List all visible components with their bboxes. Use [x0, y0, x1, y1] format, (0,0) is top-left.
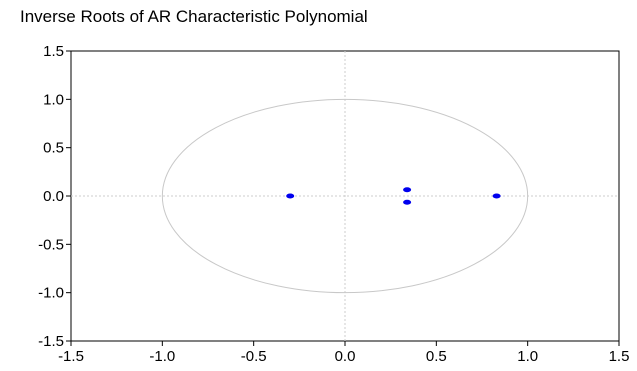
x-tick-label: 1.5	[609, 348, 630, 365]
root-point	[286, 193, 295, 199]
x-tick-label: -0.5	[241, 348, 267, 365]
x-tick-label: -1.5	[58, 348, 84, 365]
y-tick-label: -1.5	[38, 333, 64, 350]
y-tick-label: 0.5	[43, 140, 64, 157]
x-tick-label: -1.0	[149, 348, 175, 365]
x-tick-label: 0.5	[426, 348, 447, 365]
y-tick-label: 1.0	[43, 91, 64, 108]
x-tick-label: 1.0	[517, 348, 538, 365]
root-point	[403, 199, 412, 205]
root-point	[403, 187, 412, 193]
y-tick-label: -0.5	[38, 236, 64, 253]
x-tick-label: 0.0	[335, 348, 356, 365]
y-tick-label: 0.0	[43, 188, 64, 205]
chart-title: Inverse Roots of AR Characteristic Polyn…	[20, 7, 368, 26]
unit-circle	[161, 98, 529, 294]
y-tick-label: 1.5	[43, 43, 64, 60]
y-tick-label: -1.0	[38, 285, 64, 302]
root-point	[492, 193, 501, 199]
